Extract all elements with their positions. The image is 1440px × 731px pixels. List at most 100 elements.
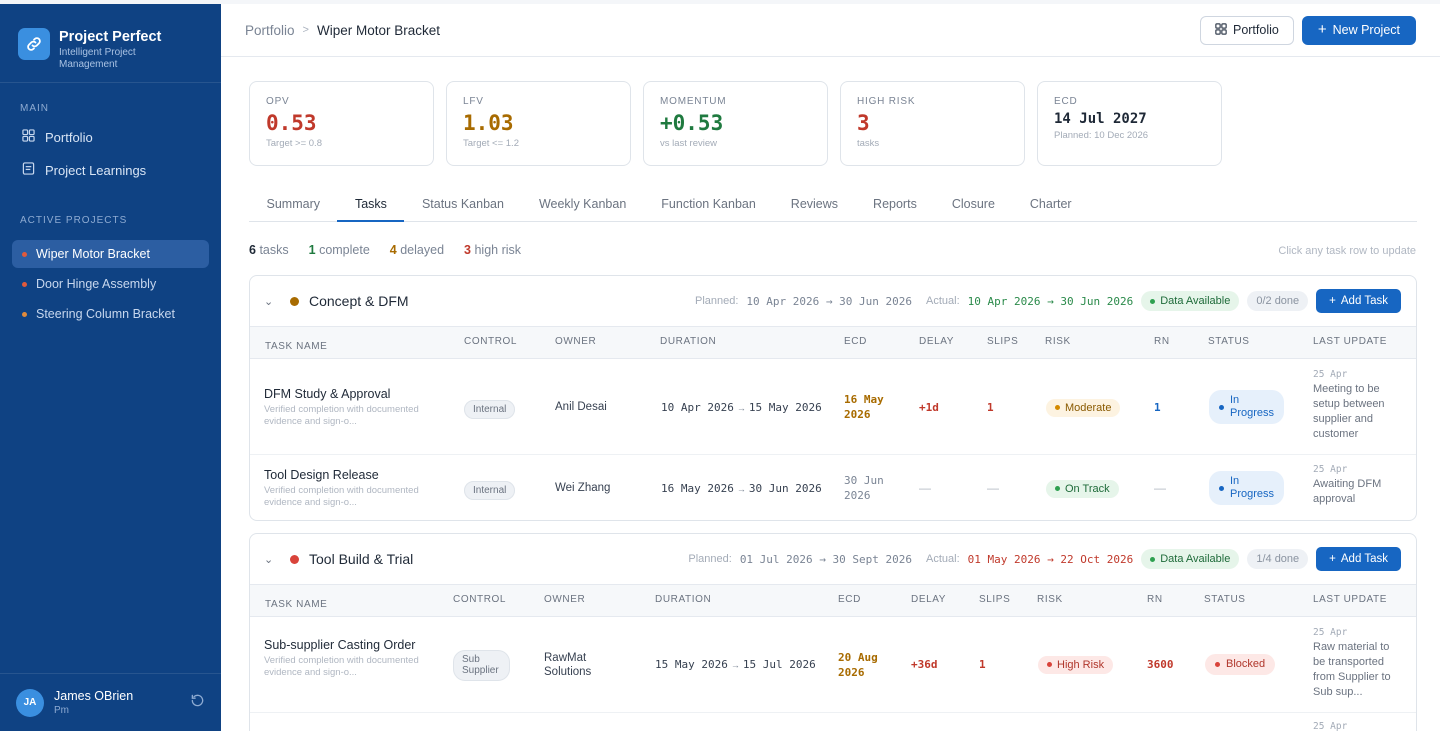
col-owner: OWNER <box>555 336 597 347</box>
kpi-value: 1.03 <box>463 111 514 135</box>
count-complete: 1 complete <box>308 243 370 257</box>
task-counts: 6 tasks 1 complete 4 delayed 3 high risk <box>249 243 521 257</box>
tab-reviews[interactable]: Reviews <box>790 197 839 211</box>
ecd: 30 Jun 2026 <box>844 474 884 502</box>
kpi-row: OPV 0.53 Target >= 0.8 LFV 1.03 Target <… <box>249 81 1222 166</box>
tab-closure[interactable]: Closure <box>951 197 995 211</box>
add-task-button[interactable]: + Add Task <box>1316 289 1401 313</box>
sidebar-item-project-learnings[interactable]: Project Learnings <box>0 155 221 185</box>
col-status: STATUS <box>1204 594 1246 605</box>
kpi-label: LFV <box>463 96 484 107</box>
new-project-button[interactable]: + New Project <box>1301 15 1416 45</box>
sidebar-project-wiper-motor-bracket[interactable]: Wiper Motor Bracket <box>12 240 209 268</box>
kpi-value: +0.53 <box>660 111 724 135</box>
slips: 1 <box>979 658 986 671</box>
sidebar-item-label: Project Learnings <box>45 162 147 178</box>
col-rn: RN <box>1147 594 1163 605</box>
status-badge: Blocked <box>1205 654 1276 675</box>
done-badge: 1/4 done <box>1247 549 1309 569</box>
col-last-update: LAST UPDATE <box>1313 594 1388 605</box>
table-header: TASK NAME CONTROL OWNER DURATION ECD DEL… <box>250 584 1416 617</box>
col-ecd: ECD <box>844 336 867 347</box>
task-description: Verified completion with documented evid… <box>264 404 419 427</box>
user-panel: JA James OBrien Pm <box>0 673 221 731</box>
kpi-sub: Target >= 0.8 <box>266 138 322 149</box>
delay: +36d <box>911 658 938 671</box>
col-task-name: TASK NAME <box>265 341 328 352</box>
table-header: TASK NAME CONTROL OWNER DURATION ECD DEL… <box>250 326 1416 359</box>
risk-badge: On Track <box>1046 479 1119 498</box>
table-row[interactable]: Tool Design Release Verified completion … <box>250 455 1416 520</box>
col-task-name: TASK NAME <box>265 599 328 610</box>
sidebar-project-door-hinge-assembly[interactable]: Door Hinge Assembly <box>12 270 209 298</box>
breadcrumb: Portfolio > Wiper Motor Bracket <box>245 23 440 38</box>
tab-summary[interactable]: Summary <box>266 197 320 211</box>
breadcrumb-root[interactable]: Portfolio <box>245 22 295 38</box>
phase-header[interactable]: ⌄ Tool Build & Trial Planned: 01 Jul 202… <box>250 534 1416 584</box>
col-duration: DURATION <box>660 336 717 347</box>
add-task-button[interactable]: + Add Task <box>1316 547 1401 571</box>
tab-tasks[interactable]: Tasks <box>337 188 405 222</box>
phase-card-concept-dfm: ⌄ Concept & DFM Planned: 10 Apr 2026 → 3… <box>249 275 1417 521</box>
brand: Project Perfect Intelligent Project Mana… <box>0 4 221 83</box>
table-row[interactable]: Sub-supplier Casting Order Verified comp… <box>250 617 1416 713</box>
kpi-sub: tasks <box>857 138 880 149</box>
chevron-down-icon[interactable]: ⌄ <box>264 295 274 308</box>
breadcrumb-current: Wiper Motor Bracket <box>316 22 440 38</box>
phase-header[interactable]: ⌄ Concept & DFM Planned: 10 Apr 2026 → 3… <box>250 276 1416 326</box>
last-update-date: 25 Apr <box>1313 721 1348 731</box>
app-subtitle: Intelligent Project Management <box>59 47 136 70</box>
kpi-label: HIGH RISK <box>857 96 916 107</box>
phase-name: Concept & DFM <box>309 293 409 309</box>
kpi-sub: Target <= 1.2 <box>463 138 519 149</box>
table-row[interactable]: DFM Study & Approval Verified completion… <box>250 359 1416 455</box>
tab-weekly-kanban[interactable]: Weekly Kanban <box>538 197 627 211</box>
tab-status-kanban[interactable]: Status Kanban <box>421 197 504 211</box>
chevron-down-icon[interactable]: ⌄ <box>264 553 274 566</box>
sidebar-item-portfolio[interactable]: Portfolio <box>0 122 221 152</box>
sidebar-project-steering-column-bracket[interactable]: Steering Column Bracket <box>12 300 209 328</box>
table-row[interactable]: 25 Apr <box>250 713 1416 731</box>
task-name: Sub-supplier Casting Order <box>264 638 416 652</box>
plus-icon: + <box>1329 553 1336 565</box>
status-badge: In Progress <box>1209 471 1285 505</box>
phase-dot <box>290 554 299 564</box>
col-slips: SLIPS <box>987 336 1019 347</box>
tab-charter[interactable]: Charter <box>1029 197 1072 211</box>
kpi-sub: Planned: 10 Dec 2026 <box>1054 130 1149 141</box>
owner: RawMat Solutions <box>544 652 592 678</box>
user-name: James OBrien <box>54 689 134 703</box>
kpi-value: 0.53 <box>266 111 317 135</box>
actual-label: Actual: <box>926 553 960 565</box>
planned-range: 01 Jul 2026 → 30 Sept 2026 <box>739 552 912 566</box>
task-description: Verified completion with documented evid… <box>264 485 419 508</box>
tab-function-kanban[interactable]: Function Kanban <box>661 197 756 211</box>
kpi-card-momentum: MOMENTUM +0.53 vs last review <box>643 81 828 166</box>
kpi-sub: vs last review <box>660 138 718 149</box>
data-available-badge: Data Available <box>1141 549 1240 569</box>
actual-range: 01 May 2026 → 22 Oct 2026 <box>967 552 1134 566</box>
delay: — <box>919 481 931 495</box>
new-project-button-label: New Project <box>1332 23 1400 37</box>
tab-reports[interactable]: Reports <box>873 197 917 211</box>
slips: 1 <box>987 401 994 414</box>
refresh-icon[interactable] <box>190 693 205 713</box>
delay: +1d <box>919 401 939 414</box>
owner: Anil Desai <box>555 401 607 413</box>
col-delay: DELAY <box>919 336 955 347</box>
breadcrumb-separator: > <box>302 24 309 36</box>
planned-range: 10 Apr 2026 → 30 Jun 2026 <box>746 294 912 308</box>
status-dot <box>22 281 27 287</box>
task-name: DFM Study & Approval <box>264 387 391 401</box>
ecd: 16 May 2026 <box>844 393 884 421</box>
section-main-label: MAIN <box>20 103 49 114</box>
actual-label: Actual: <box>926 295 960 307</box>
kpi-card-opv: OPV 0.53 Target >= 0.8 <box>249 81 434 166</box>
count-high-risk: 3 high risk <box>464 243 522 257</box>
task-name: Tool Design Release <box>264 468 379 482</box>
link-icon <box>18 28 50 60</box>
col-delay: DELAY <box>911 594 947 605</box>
col-last-update: LAST UPDATE <box>1313 336 1388 347</box>
col-risk: RISK <box>1037 594 1063 605</box>
portfolio-button[interactable]: Portfolio <box>1199 15 1294 45</box>
